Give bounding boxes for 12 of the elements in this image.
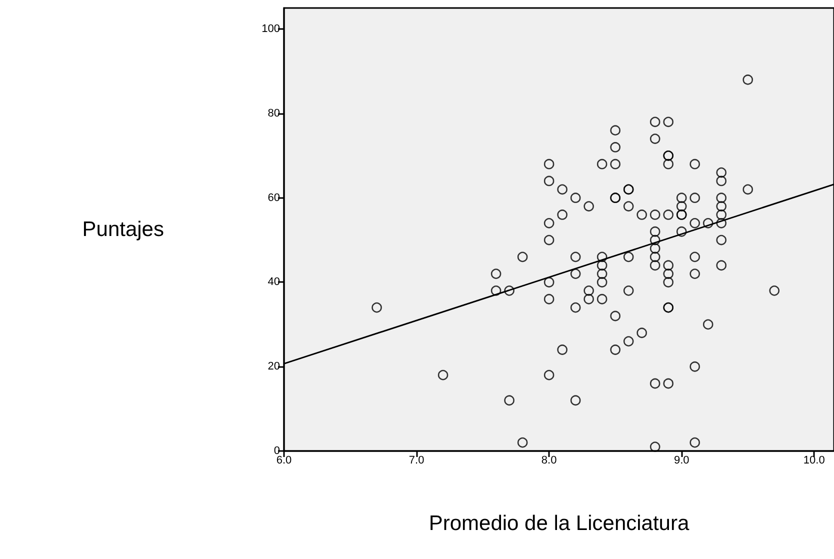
- y-tick-label: 100: [262, 23, 280, 36]
- x-tick-label: 6.0: [276, 454, 292, 466]
- y-tick-label: 60: [268, 192, 280, 204]
- x-tick-label: 10.0: [803, 454, 825, 466]
- y-tick-label: 80: [268, 107, 280, 120]
- x-tick-label: 7.0: [408, 454, 424, 466]
- x-axis-title: Promedio de la Licenciatura: [428, 512, 690, 535]
- x-tick-label: 9.0: [674, 454, 690, 466]
- y-axis-title: Puntajes: [82, 218, 164, 241]
- y-tick-label: 40: [268, 276, 280, 288]
- x-tick-label: 8.0: [541, 454, 557, 466]
- y-tick-label: 20: [268, 360, 280, 373]
